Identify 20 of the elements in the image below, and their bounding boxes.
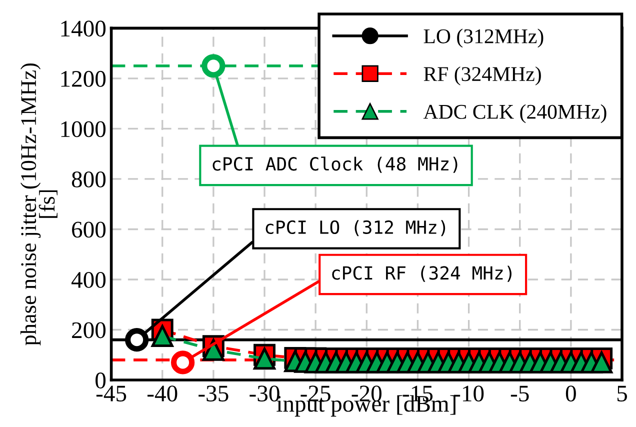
legend-label: LO (312MHz) [424, 28, 544, 48]
x-tick-label: -35 [198, 386, 228, 402]
y-tick-label: 400 [71, 272, 106, 288]
legend-label: ADC CLK (240MHz) [423, 104, 606, 124]
y-tick-label: 800 [72, 171, 106, 188]
y-tick-label: 1000 [61, 121, 106, 138]
x-tick-label: 5 [617, 386, 627, 402]
x-tick-label: -40 [148, 386, 178, 402]
annotation: cPCI ADC Clock (48 MHz) [212, 156, 458, 173]
x-tick-label: 0 [566, 386, 576, 402]
y-tick-label: 1200 [61, 70, 106, 87]
y-tick-label: 200 [72, 322, 106, 338]
legend-label: RF (324MHz) [424, 66, 541, 86]
y-axis-title: phase noise jitter (10Hz-1MHz) [fs] [20, 63, 58, 346]
x-tick-label: -5 [510, 386, 529, 402]
y-tick-label: 600 [72, 222, 106, 238]
y-tick-label: 1400 [61, 20, 106, 37]
annotation: cPCI RF (324 MHz) [332, 266, 512, 282]
annotation: cPCI LO (312 MHz) [266, 220, 446, 236]
x-tick-label: -20 [352, 386, 382, 402]
